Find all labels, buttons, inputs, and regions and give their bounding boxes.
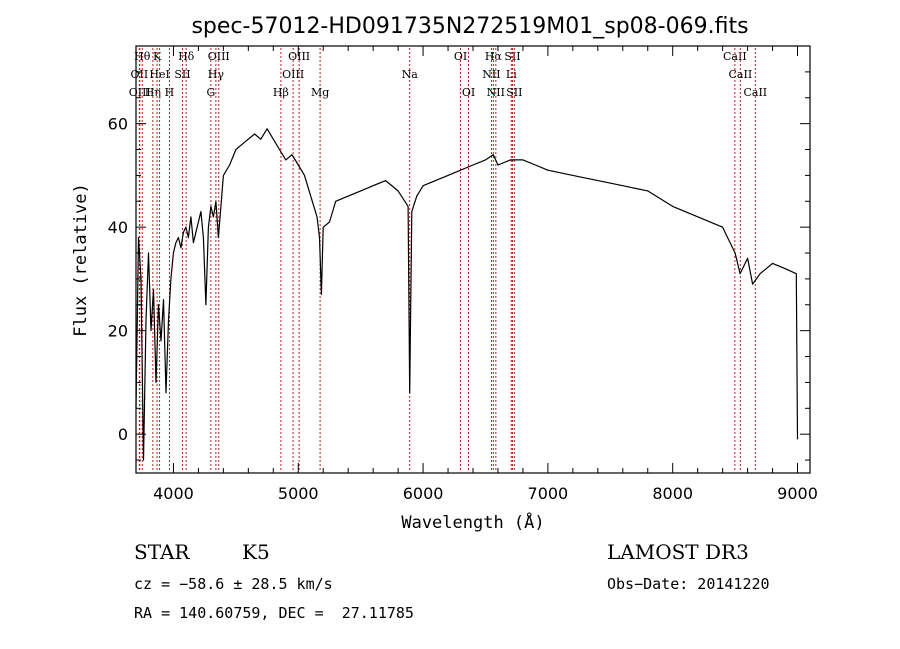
axes: 4000 5000 6000 7000 8000 9000 0 20 40 60: [108, 46, 818, 503]
marker-label-20: Hα: [485, 50, 503, 63]
marker-label-6: H: [165, 86, 175, 99]
x-axis-label: Wavelength (Å): [401, 511, 544, 533]
object-class: STAR: [134, 540, 190, 564]
marker-label-22: Li: [506, 68, 517, 81]
x-tick-label-5000: 5000: [278, 484, 319, 503]
marker-label-1: OIII: [129, 86, 151, 99]
marker-label-16: Na: [402, 68, 419, 81]
marker-label-25: CaII: [723, 50, 747, 63]
x-tick-label-4000: 4000: [153, 484, 194, 503]
x-tick-label-8000: 8000: [652, 484, 693, 503]
marker-label-2: Hθ: [134, 50, 151, 63]
y-axis-label: Flux (relative): [71, 183, 91, 337]
redshift-velocity: cz = −58.6 ± 28.5 km/s: [134, 575, 333, 593]
y-tick-label-40: 40: [108, 218, 128, 237]
marker-label-13: OIII: [282, 68, 304, 81]
x-tick-label-7000: 7000: [528, 484, 569, 503]
marker-label-24: SII: [506, 86, 522, 99]
chart-title: spec-57012-HD091735N272519M01_sp08-069.f…: [191, 14, 748, 39]
line-markers: OII OIII Hθ Hη K HeI H SII Hδ G Hγ OIII Hβ OIII OIII Mg…: [129, 48, 767, 472]
spectrum-series-line: [135, 128, 799, 461]
marker-label-7: SII: [174, 68, 190, 81]
marker-label-5: HeI: [149, 68, 169, 81]
marker-label-9: G: [206, 86, 215, 99]
marker-label-14: OIII: [288, 50, 310, 63]
marker-label-10: Hγ: [208, 68, 225, 81]
marker-label-0: OII: [131, 68, 149, 81]
marker-label-4: K: [153, 50, 162, 63]
marker-label-19: NII: [482, 68, 500, 81]
marker-label-21: NII: [487, 86, 505, 99]
marker-label-12: Hβ: [273, 86, 289, 99]
x-tick-label-9000: 9000: [777, 484, 818, 503]
marker-label-15: Mg: [311, 86, 329, 99]
y-tick-label-0: 0: [118, 425, 128, 444]
marker-label-18: OI: [462, 86, 475, 99]
marker-label-17: OI: [454, 50, 467, 63]
y-tick-label-20: 20: [108, 322, 128, 341]
observation-date: Obs−Date: 20141220: [607, 575, 770, 593]
ra-dec-coordinates: RA = 140.60759, DEC = 27.11785: [134, 604, 414, 622]
object-subclass: K5: [242, 540, 270, 564]
plot-frame: [135, 45, 811, 474]
marker-label-27: CaII: [743, 86, 767, 99]
survey-name: LAMOST DR3: [607, 540, 749, 564]
marker-label-23: SII: [504, 50, 520, 63]
marker-label-26: CaII: [729, 68, 753, 81]
y-tick-label-60: 60: [108, 115, 128, 134]
marker-label-3: Hη: [145, 86, 161, 99]
marker-label-8: Hδ: [178, 50, 195, 63]
x-tick-label-6000: 6000: [403, 484, 444, 503]
marker-label-11: OIII: [208, 50, 230, 63]
